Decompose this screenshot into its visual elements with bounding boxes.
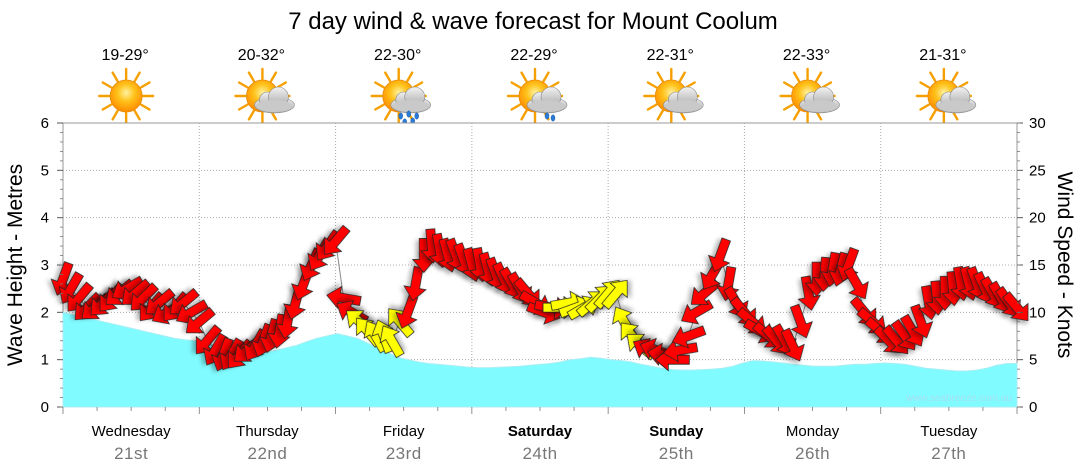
y-left-tick-label: 1 <box>41 352 49 369</box>
sunny-icon <box>97 67 155 125</box>
y-left-tick-label: 6 <box>41 115 49 132</box>
wind-arrow <box>708 237 731 273</box>
y-left-tick-label: 5 <box>41 162 49 179</box>
wind-arrow <box>797 275 821 311</box>
wind-arrow <box>789 303 813 339</box>
wind-arrow <box>58 271 84 304</box>
wind-arrow <box>601 279 628 310</box>
wind-arrow <box>1002 291 1029 322</box>
partly-cloudy-icon <box>915 67 977 125</box>
day-temp-range: 21-31° <box>919 47 966 64</box>
wind-arrow <box>403 265 427 302</box>
y-right-tick-label: 10 <box>1029 304 1046 321</box>
y-right-tick-label: 5 <box>1029 352 1037 369</box>
wind-arrow <box>910 303 934 339</box>
day-date-label: 27th <box>931 444 966 463</box>
wind-arrow <box>379 325 405 359</box>
showers-icon <box>370 67 432 126</box>
y-right-tick-label: 25 <box>1029 162 1046 179</box>
day-name-label: Friday <box>383 423 425 440</box>
wind-arrow <box>662 339 699 363</box>
day-temp-range: 22-30° <box>374 47 421 64</box>
wind-arrow <box>654 347 690 372</box>
day-temp-range: 22-33° <box>783 47 830 64</box>
wind-arrow <box>671 325 707 349</box>
day-date-label: 22nd <box>248 444 288 463</box>
y-left-tick-label: 0 <box>41 399 49 416</box>
wind-arrow <box>395 294 419 329</box>
wind-arrow <box>185 306 216 334</box>
day-date-label: 21st <box>114 444 148 463</box>
y-left-tick-label: 4 <box>41 210 49 227</box>
day-name-label: Monday <box>786 423 840 440</box>
y-left-tick-label: 3 <box>41 257 49 274</box>
day-temp-range: 22-29° <box>510 47 557 64</box>
y-right-tick-label: 15 <box>1029 257 1046 274</box>
partly-cloudy-icon <box>779 67 840 125</box>
day-temp-range: 19-29° <box>101 47 148 64</box>
y-right-tick-label: 30 <box>1029 115 1046 132</box>
day-date-label: 25th <box>659 444 694 463</box>
y-axis-right-label: Wind Speed - Knots <box>1053 172 1076 359</box>
wind-arrow <box>195 324 223 355</box>
y-axis-left-label: Wave Height - Metres <box>4 164 27 366</box>
day-temp-range: 22-31° <box>647 47 694 64</box>
wind-arrow <box>843 266 869 300</box>
y-right-tick-label: 20 <box>1029 210 1046 227</box>
day-date-label: 23rd <box>386 444 422 463</box>
day-name-label: Thursday <box>236 423 299 440</box>
y-left-tick-label: 2 <box>41 304 49 321</box>
partly-cloudy-icon <box>234 67 295 125</box>
credit-text: www.seabreeze.com.au <box>905 393 1012 404</box>
day-name-label: Wednesday <box>92 423 171 440</box>
partly-cloudy-icon <box>643 67 704 125</box>
day-date-label: 24th <box>522 444 557 463</box>
day-date-label: 26th <box>795 444 830 463</box>
day-name-label: Sunday <box>649 423 704 440</box>
day-temp-range: 20-32° <box>238 47 285 64</box>
day-name-label: Saturday <box>508 423 573 440</box>
wind-arrow <box>780 327 805 362</box>
wind-arrow <box>130 282 159 311</box>
wind-arrow <box>67 281 94 312</box>
light-shower-icon <box>506 67 568 125</box>
day-name-label: Tuesday <box>920 423 977 440</box>
chart-title: 7 day wind & wave forecast for Mount Coo… <box>288 8 778 35</box>
y-right-tick-label: 0 <box>1029 399 1037 416</box>
wind-arrow <box>324 224 351 255</box>
